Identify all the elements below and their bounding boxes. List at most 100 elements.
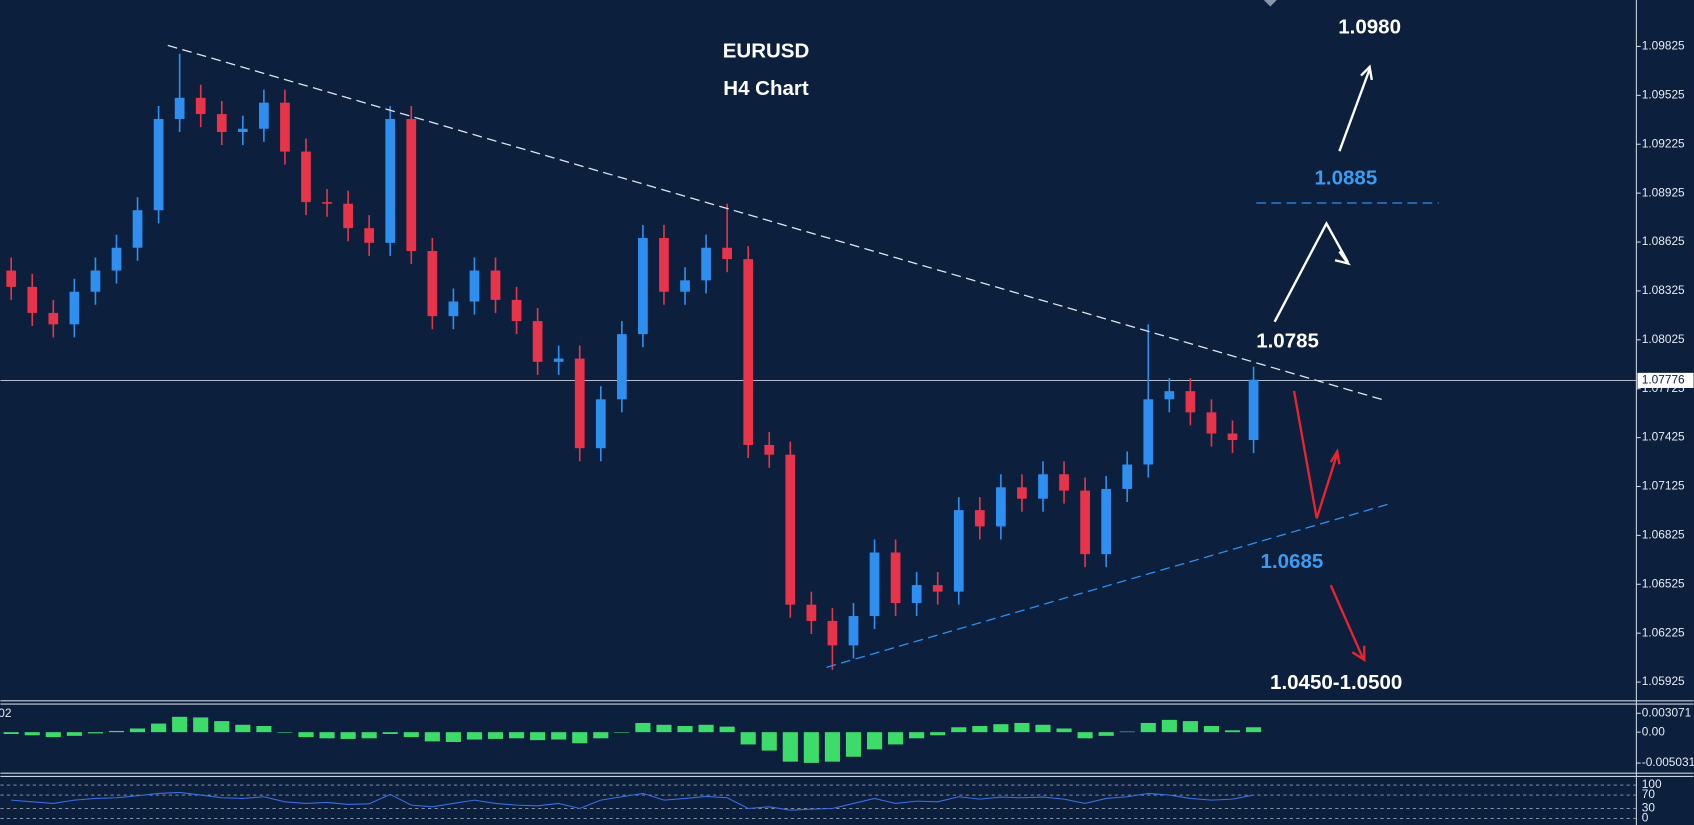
- y-tick-label: 1.06225: [1642, 625, 1685, 639]
- macd-bar: [719, 726, 735, 733]
- candle-body: [322, 202, 332, 204]
- macd-bar: [761, 732, 777, 751]
- candle-body: [27, 286, 38, 313]
- candle-body: [701, 247, 711, 281]
- y-tick-label: 1.09825: [1642, 39, 1685, 53]
- candle-body: [511, 299, 522, 322]
- macd-bar: [1203, 726, 1220, 733]
- macd-bar: [824, 732, 840, 762]
- y-tick-label: 70: [1642, 787, 1656, 801]
- candle-body: [195, 97, 206, 115]
- macd-bar: [214, 721, 230, 733]
- candle-body: [827, 620, 838, 646]
- candle-body: [764, 444, 775, 455]
- macd-bar: [930, 732, 946, 736]
- macd-bar: [1140, 722, 1156, 733]
- macd-bar: [361, 732, 377, 739]
- annotation: 1.0885: [1315, 167, 1378, 190]
- y-tick-label: 1.09525: [1642, 87, 1685, 101]
- macd-bar: [614, 732, 630, 733]
- candle-body: [1227, 433, 1238, 441]
- macd-bar: [593, 732, 609, 739]
- macd-bar: [466, 732, 483, 740]
- candle-body: [848, 616, 859, 646]
- candle-body: [1143, 399, 1154, 465]
- y-tick-label: 1.06825: [1642, 528, 1685, 542]
- macd-bar: [972, 726, 988, 733]
- y-tick-label: 30: [1642, 801, 1656, 815]
- candle-body: [490, 270, 501, 300]
- y-tick-label: 1.09225: [1642, 136, 1685, 150]
- candle-body: [1122, 464, 1133, 489]
- candle-body: [1101, 488, 1112, 555]
- candle-body: [427, 250, 438, 317]
- arrow-head: [1329, 447, 1341, 465]
- y-tick-label: 0.003071: [1642, 705, 1692, 719]
- macd-bar: [445, 732, 461, 742]
- candle-body: [616, 334, 627, 400]
- macd-bar: [235, 724, 251, 733]
- macd-bar: [698, 724, 714, 733]
- macd-bar: [193, 717, 209, 733]
- macd-bar: [1056, 728, 1072, 733]
- candle-body: [553, 358, 564, 362]
- y-tick-label: 1.07125: [1642, 479, 1685, 493]
- macd-bar: [340, 732, 356, 739]
- candle-body: [1080, 490, 1090, 555]
- y-tick-label: 1.07425: [1642, 430, 1685, 444]
- candle-body: [6, 270, 17, 287]
- macd-bar: [1014, 722, 1030, 733]
- candle-body: [1038, 474, 1048, 499]
- macd-bar: [424, 732, 440, 742]
- arrow: [1338, 68, 1371, 152]
- candle-body: [911, 585, 922, 604]
- annotation: 1.0450-1.0500: [1270, 671, 1402, 694]
- candle-body: [153, 118, 164, 211]
- y-tick-label: 0.00: [1642, 724, 1665, 738]
- candle-body: [996, 487, 1006, 527]
- indicator-label: 02: [0, 706, 11, 720]
- candle-body: [364, 228, 375, 243]
- candle-body: [174, 97, 185, 119]
- macd-bar: [740, 732, 756, 745]
- macd-bar: [1224, 730, 1241, 733]
- macd-bar: [993, 724, 1009, 733]
- marks: 1.09825 1.09525 1.09225 1.08925 1.08625 1.083…: [0, 39, 1694, 825]
- macd-bar: [66, 732, 82, 736]
- y-tick-label: 1.06525: [1642, 576, 1685, 590]
- y-tick-label: 1.08325: [1642, 283, 1685, 297]
- candle-body: [869, 552, 880, 617]
- candle-body: [343, 203, 353, 229]
- candle-body: [469, 270, 480, 302]
- macd-bar: [677, 726, 693, 733]
- candle-body: [680, 280, 690, 292]
- annotation: 1.0980: [1338, 15, 1401, 38]
- candle-body: [1059, 474, 1069, 491]
- macd-bar: [298, 732, 314, 738]
- macd-bar: [635, 722, 651, 733]
- macd-bar: [1035, 724, 1051, 733]
- macd-bar: [277, 732, 293, 733]
- candle-body: [237, 128, 248, 133]
- macd-bar: [1098, 732, 1114, 736]
- candle-body: [132, 210, 143, 248]
- candle-body: [953, 510, 964, 592]
- arrow: [1292, 390, 1339, 519]
- macd-bar: [172, 716, 188, 733]
- candle-body: [638, 237, 648, 335]
- candle-body: [406, 118, 417, 251]
- macd-bar: [909, 732, 925, 739]
- candle-body: [659, 237, 669, 292]
- arrow-head: [1360, 64, 1373, 81]
- candle-body: [48, 312, 59, 325]
- y-tick-label: 0: [1642, 811, 1649, 825]
- arrow: [1273, 221, 1350, 323]
- chart-title: EURUSD: [723, 39, 810, 62]
- candle-body: [574, 358, 585, 449]
- candle-body: [301, 151, 311, 203]
- macd-bar: [108, 730, 125, 733]
- macd-bar: [656, 724, 672, 733]
- y-tick-label: 1.08925: [1642, 185, 1685, 199]
- macd-bar: [803, 732, 819, 763]
